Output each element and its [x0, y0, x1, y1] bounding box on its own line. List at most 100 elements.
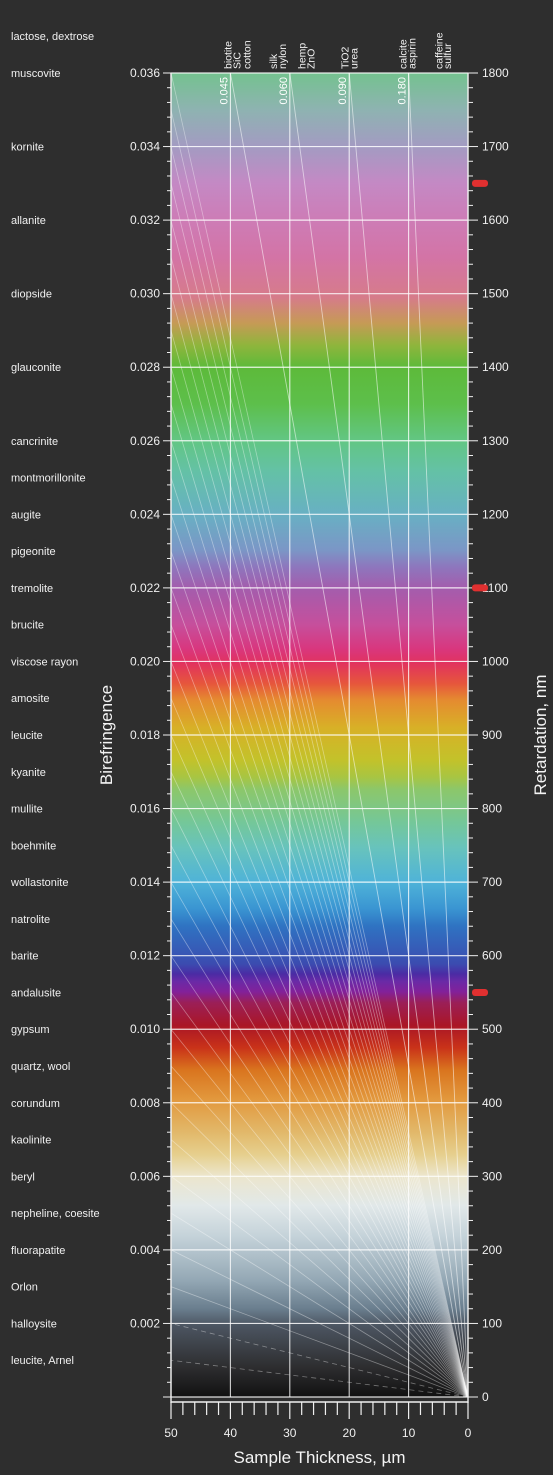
birefringence-tick-label: 0.028 — [130, 360, 160, 374]
thickness-tick-labels: 50 40 30 20 10 0 — [164, 1426, 471, 1440]
birefringence-tick-label: 0.022 — [130, 581, 160, 595]
birefringence-tick-label: 0.032 — [130, 213, 160, 227]
birefringence-line — [171, 1323, 468, 1397]
retardation-tick-label: 700 — [482, 875, 502, 889]
y-axis-right-title: Retardation, nm — [531, 675, 550, 796]
birefringence-line — [171, 1176, 468, 1397]
mineral-label: kaolinite — [11, 1135, 51, 1147]
top-material-label: TiO2 — [339, 46, 351, 69]
birefringence-line — [171, 477, 468, 1397]
retardation-tick-label: 600 — [482, 949, 502, 963]
mineral-label: barite — [11, 951, 39, 963]
birefringence-line — [171, 698, 468, 1397]
axes — [163, 72, 478, 1419]
birefringence-tick-label: 0.008 — [130, 1096, 160, 1110]
top-material-label: caffeine — [433, 32, 445, 69]
top-material-label: urea — [348, 48, 360, 69]
red-markers — [472, 179, 488, 996]
mineral-label: pigeonite — [11, 546, 56, 558]
mineral-label: leucite, Arnel — [11, 1355, 74, 1367]
red-marker — [472, 179, 488, 187]
mineral-labels: lactose, dextrose muscovite kornite allanit… — [10, 31, 100, 1367]
red-marker — [472, 988, 488, 996]
retardation-tick-label: 1600 — [482, 213, 509, 227]
top-material-label: aspirin — [407, 38, 419, 69]
retardation-tick-label: 1200 — [482, 507, 509, 521]
birefringence-tick-label: 0.012 — [130, 949, 160, 963]
birefringence-tick-label: 0.010 — [130, 1022, 160, 1036]
mineral-label: fluorapatite — [11, 1245, 65, 1257]
y-axis-left-title: Birefringence — [97, 685, 116, 785]
birefringence-line-label: 0.045 — [218, 77, 230, 105]
top-material-label: cotton — [241, 40, 253, 69]
mineral-label: gypsum — [11, 1024, 50, 1036]
birefringence-tick-label: 0.020 — [130, 654, 160, 668]
x-axis-title: Sample Thickness, µm — [234, 1448, 406, 1467]
thickness-tick-label: 0 — [465, 1426, 472, 1440]
birefringence-line — [171, 109, 468, 1397]
birefringence-line — [171, 992, 468, 1397]
mineral-label: glauconite — [11, 362, 61, 374]
birefringence-tick-label: 0.026 — [130, 434, 160, 448]
birefringence-line — [171, 1139, 468, 1397]
mineral-label: halloysite — [11, 1318, 57, 1330]
thickness-tick-label: 50 — [164, 1426, 178, 1440]
birefringence-line — [171, 146, 468, 1397]
mineral-label: andalusite — [11, 987, 61, 999]
birefringence-line — [171, 881, 468, 1397]
mineral-label: allanite — [11, 215, 46, 227]
mineral-label: diopside — [11, 289, 52, 301]
mineral-label: tremolite — [11, 583, 53, 595]
retardation-tick-labels: 0 100 200 300 400 500 600 700 800 900 1000 1100 1200… — [482, 66, 509, 1404]
birefringence-line — [171, 550, 468, 1397]
mineral-label: viscose rayon — [11, 656, 78, 668]
birefringence-tick-label: 0.018 — [130, 728, 160, 742]
retardation-tick-label: 200 — [482, 1243, 502, 1257]
birefringence-line — [171, 1065, 468, 1397]
birefringence-line — [171, 1212, 468, 1397]
mineral-label: montmorillonite — [11, 473, 86, 485]
birefringence-line — [171, 624, 468, 1397]
mineral-label: muscovite — [11, 68, 61, 80]
retardation-tick-label: 1800 — [482, 66, 509, 80]
mineral-label: cancrinite — [11, 436, 58, 448]
retardation-tick-label: 1500 — [482, 287, 509, 301]
thickness-tick-label: 10 — [402, 1426, 416, 1440]
retardation-tick-label: 300 — [482, 1169, 502, 1183]
birefringence-line — [171, 771, 468, 1397]
mineral-label: Orlon — [11, 1282, 38, 1294]
mineral-label: quartz, wool — [11, 1061, 70, 1073]
retardation-tick-label: 1000 — [482, 654, 509, 668]
thickness-tick-label: 30 — [283, 1426, 297, 1440]
birefringence-tick-label: 0.002 — [130, 1316, 160, 1330]
mineral-label: augite — [11, 509, 41, 521]
birefringence-line — [171, 1286, 468, 1397]
mineral-label: kornite — [11, 142, 44, 154]
birefringence-line — [171, 330, 468, 1397]
birefringence-tick-label: 0.006 — [130, 1169, 160, 1183]
birefringence-line — [171, 845, 468, 1397]
retardation-tick-label: 1300 — [482, 434, 509, 448]
retardation-tick-label: 1100 — [482, 581, 508, 595]
birefringence-line — [171, 587, 468, 1397]
thickness-tick-label: 20 — [343, 1426, 357, 1440]
retardation-tick-label: 400 — [482, 1096, 502, 1110]
birefringence-line — [171, 293, 468, 1397]
retardation-tick-label: 500 — [482, 1022, 502, 1036]
birefringence-line — [171, 918, 468, 1397]
birefringence-line-label: 0.180 — [397, 77, 409, 105]
birefringence-tick-label: 0.014 — [130, 875, 160, 889]
mineral-label: mullite — [11, 804, 43, 816]
top-material-label: calcite — [398, 39, 410, 69]
birefringence-line — [171, 403, 468, 1397]
birefringence-tick-label: 0.024 — [130, 507, 160, 521]
top-material-label: silk — [268, 53, 280, 69]
mineral-label: corundum — [11, 1098, 60, 1110]
birefringence-line — [171, 1028, 468, 1397]
mineral-label: kyanite — [11, 767, 46, 779]
mineral-label: nepheline, coesite — [11, 1208, 100, 1220]
birefringence-line — [171, 734, 468, 1397]
red-marker — [472, 584, 488, 592]
birefringence-line — [171, 256, 468, 1397]
